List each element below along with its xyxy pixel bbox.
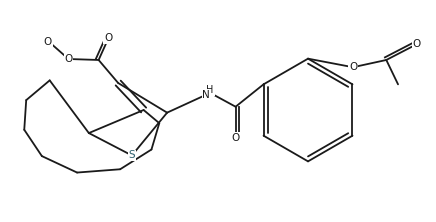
Text: O: O [104, 33, 112, 43]
Text: O: O [232, 133, 240, 143]
Text: O: O [413, 39, 421, 49]
Text: O: O [349, 62, 357, 72]
Text: O: O [44, 37, 52, 47]
Text: N: N [202, 90, 210, 100]
Text: H: H [207, 85, 214, 95]
Text: O: O [65, 54, 73, 64]
Text: S: S [129, 151, 135, 161]
